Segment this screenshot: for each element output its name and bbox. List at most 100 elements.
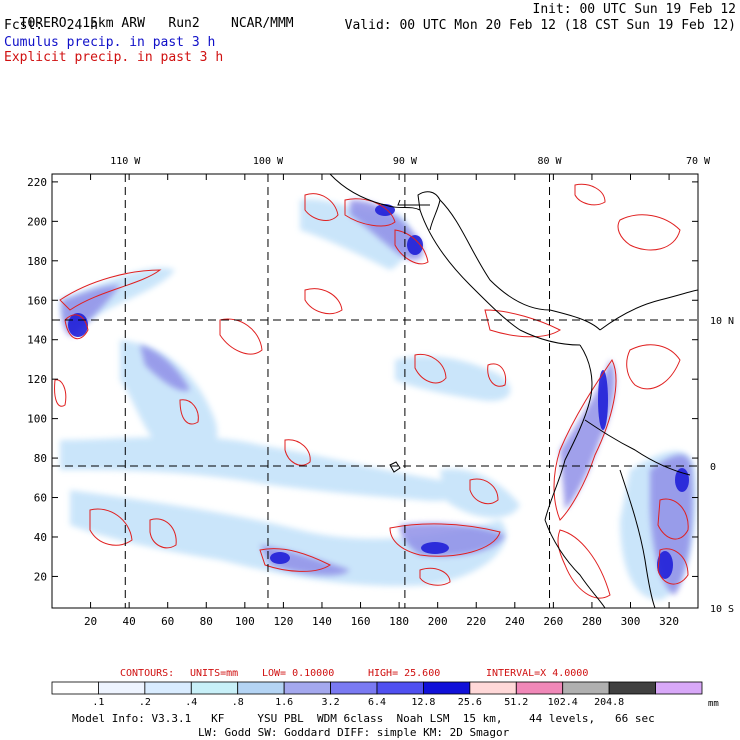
cumulus-core-2 (375, 204, 395, 216)
explicit-contour-15 (419, 567, 451, 586)
x-tick-label: 320 (659, 615, 679, 628)
cumulus-dark-field (68, 204, 689, 579)
forecast-label: Fcst: (4, 18, 44, 33)
plot-frame (51, 173, 699, 609)
explicit-contour-6 (219, 318, 263, 355)
border-colombia-ecuador (584, 419, 691, 476)
y-tick-label: 200 (27, 215, 47, 228)
y-tick-label: 20 (34, 570, 47, 583)
colorbar-level-label: .8 (232, 697, 244, 708)
contour-low: LOW= 0.10000 (262, 668, 334, 679)
explicit-contour-3 (304, 193, 339, 221)
cumulus-core-7 (421, 542, 449, 554)
cumulus-core-8 (270, 552, 290, 564)
x-tick-label: 260 (543, 615, 563, 628)
colorbar-swatch (98, 681, 146, 695)
explicit-contour-13 (259, 548, 331, 572)
coast-mexico (329, 174, 421, 211)
colorbar-units: mm (708, 699, 719, 709)
x-tick-label: 140 (312, 615, 332, 628)
cumulus-band-central (60, 436, 458, 501)
galapagos (389, 461, 401, 473)
explicit-contour-21 (284, 439, 311, 466)
y-tick-label: 100 (27, 413, 47, 426)
x-tick-label: 40 (123, 615, 136, 628)
colorbar-swatch (190, 681, 239, 695)
explicit-contour-25 (304, 288, 343, 315)
cumulus-mid-itcz (140, 345, 190, 391)
explicit-contour-26 (574, 183, 606, 206)
forecast-hour: Fcst: 24 h (4, 19, 98, 33)
x-tick-label: 300 (621, 615, 641, 628)
x-tick-label: 180 (389, 615, 409, 628)
explicit-title: Explicit precip. in past 3 h (4, 50, 224, 65)
explicit-contour-4 (344, 198, 396, 227)
border-peru-brazil (619, 469, 656, 608)
x-tick-label: 80 (200, 615, 213, 628)
y-axis: 20 40 60 80 100 120 140 160 180 200 220 (27, 176, 698, 583)
y-tick-label: 220 (27, 176, 47, 189)
explicit-contour-19 (89, 508, 133, 546)
explicit-contour-12 (484, 309, 561, 338)
contour-high: HIGH= 25.600 (368, 668, 440, 679)
cumulus-title: Cumulus precip. in past 3 h (4, 35, 216, 50)
explicit-contour-20 (149, 518, 177, 549)
colorbar-level-label: 204.8 (594, 697, 624, 708)
colorbar-swatch (330, 681, 378, 695)
coastlines (329, 174, 698, 608)
colorbar-level-label: 51.2 (504, 697, 528, 708)
colorbar-swatch (144, 681, 192, 695)
explicit-contour-1 (59, 269, 162, 311)
lat-label: 0 (710, 462, 716, 473)
colorbar-level-label: 3.2 (322, 697, 340, 708)
colorbar-level-label: .2 (139, 697, 151, 708)
lat-axis-labels: 10 N 0 10 S (710, 316, 734, 615)
x-tick-label: 60 (161, 615, 174, 628)
colorbar-level-label: 25.6 (458, 697, 482, 708)
header-left-1: TORERO 15km ARW Run2 NCAR/MMM (4, 3, 294, 31)
x-tick-label: 20 (84, 615, 97, 628)
colorbar-level-label: 12.8 (411, 697, 435, 708)
colorbar-swatch (423, 681, 471, 695)
lon-label: 80 W (537, 156, 562, 167)
explicit-contour-2 (64, 314, 89, 340)
explicit-contour-24 (469, 478, 499, 505)
colorbar-swatch (376, 681, 424, 695)
y-tick-label: 180 (27, 255, 47, 268)
colorbar-level-label: 102.4 (548, 697, 578, 708)
forecast-value: 24 h (66, 18, 98, 33)
coast-colombia-pacific (544, 344, 593, 521)
x-tick-label: 240 (505, 615, 525, 628)
border-ca-1 (397, 199, 430, 206)
colorbar-swatch (283, 681, 331, 695)
explicit-contour-10 (626, 344, 681, 390)
explicit-contour-11 (617, 214, 681, 251)
coast-yucatan (417, 191, 441, 231)
y-tick-label: 60 (34, 492, 47, 505)
lat-lon-grid (52, 174, 698, 608)
x-tick-label: 100 (235, 615, 255, 628)
lon-label: 110 W (110, 156, 141, 167)
colorbar-level-label: .4 (185, 697, 197, 708)
run-name: Run2 (168, 16, 200, 31)
explicit-contour-23 (54, 379, 67, 407)
org-name: NCAR/MMM (231, 16, 294, 31)
explicit-contour-9 (553, 359, 617, 521)
model-name: TORERO (19, 16, 67, 31)
model-resolution: 15km ARW (82, 16, 145, 31)
cumulus-band-southwest (120, 340, 218, 461)
x-tick-label: 220 (466, 615, 486, 628)
lon-label: 70 W (686, 156, 711, 167)
init-time: Init: 00 UTC Sun 19 Feb 12 (532, 2, 737, 17)
lat-label: 10 S (710, 604, 734, 615)
lon-label: 100 W (253, 156, 284, 167)
coast-caribbean (439, 199, 601, 331)
cumulus-core-3 (407, 235, 423, 255)
colorbar-swatch (237, 681, 285, 695)
colorbar-swatch (515, 681, 564, 695)
cumulus-core-4 (598, 370, 608, 430)
colorbar-level-label: 6.4 (368, 697, 386, 708)
contour-interval: INTERVAL=X 4.0000 (486, 668, 588, 679)
y-tick-label: 160 (27, 294, 47, 307)
